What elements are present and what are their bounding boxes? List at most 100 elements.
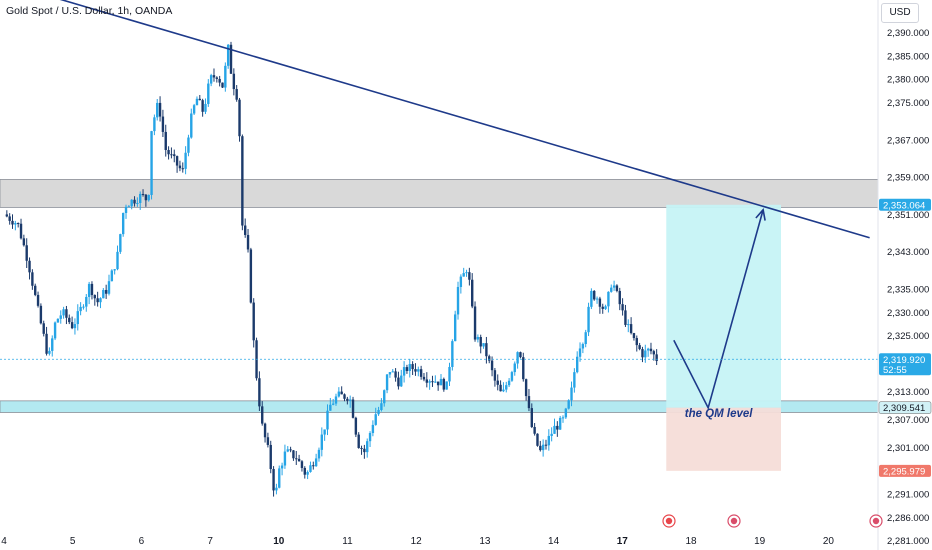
candle-body bbox=[331, 403, 335, 405]
candle bbox=[28, 257, 31, 280]
candle bbox=[479, 334, 482, 354]
candle-body bbox=[286, 449, 289, 452]
candle bbox=[243, 218, 247, 238]
candle-body bbox=[207, 83, 210, 104]
y-tick-label: 2,281.000 bbox=[887, 536, 929, 547]
projection-arrowhead bbox=[755, 207, 766, 221]
candle-body bbox=[573, 372, 576, 388]
x-tick-label: 6 bbox=[139, 536, 145, 547]
candle bbox=[241, 134, 244, 231]
us-flag-event-icon-2[interactable] bbox=[869, 514, 883, 528]
candle-body bbox=[388, 372, 392, 375]
candle-body bbox=[190, 113, 193, 138]
candle bbox=[567, 399, 570, 410]
candle bbox=[76, 304, 79, 331]
candle-body bbox=[402, 367, 406, 376]
candle-body bbox=[300, 461, 304, 468]
candle bbox=[36, 291, 40, 308]
candle-body bbox=[436, 381, 440, 386]
candle bbox=[618, 287, 621, 311]
candle-body bbox=[153, 117, 156, 132]
lightning-event-icon-dot bbox=[665, 517, 673, 525]
candle-body bbox=[541, 444, 545, 451]
candle bbox=[201, 98, 204, 117]
us-flag-event-icon-2-dot bbox=[872, 517, 880, 525]
candle bbox=[96, 291, 99, 307]
candle bbox=[391, 368, 394, 373]
candle bbox=[99, 297, 102, 309]
candle bbox=[221, 82, 224, 89]
candle-body bbox=[601, 306, 604, 309]
candle bbox=[578, 342, 582, 362]
candle-body bbox=[90, 283, 94, 296]
candle bbox=[493, 367, 497, 387]
currency-button[interactable]: USD bbox=[881, 3, 919, 23]
candle-body bbox=[337, 391, 341, 397]
candle-body bbox=[241, 136, 244, 226]
candle-body bbox=[110, 270, 114, 282]
candle bbox=[133, 196, 136, 207]
candle bbox=[425, 372, 429, 388]
candle bbox=[649, 342, 653, 355]
candle-body bbox=[465, 272, 468, 274]
candle bbox=[272, 466, 275, 497]
trendline[interactable] bbox=[0, 0, 870, 239]
candle bbox=[278, 465, 281, 489]
stop-price-tag-text: 2,295.979 bbox=[883, 466, 925, 477]
candle bbox=[42, 320, 45, 337]
candle-body bbox=[280, 465, 284, 469]
candle bbox=[419, 365, 423, 380]
candle-body bbox=[249, 249, 253, 303]
candle bbox=[612, 280, 616, 291]
candle-body bbox=[113, 269, 116, 271]
y-tick-label: 2,307.000 bbox=[887, 415, 929, 426]
projection-path[interactable] bbox=[673, 209, 764, 411]
candle bbox=[127, 205, 131, 208]
candle-body bbox=[610, 287, 613, 292]
candle bbox=[34, 283, 37, 297]
candle-body bbox=[312, 465, 315, 467]
candle-body bbox=[456, 286, 460, 315]
candle bbox=[573, 368, 576, 393]
candle bbox=[610, 284, 613, 293]
candle bbox=[357, 432, 360, 449]
candle-body bbox=[442, 378, 446, 390]
candle-body bbox=[448, 366, 451, 382]
candle-body bbox=[164, 131, 167, 150]
candle-body bbox=[133, 199, 136, 204]
candle bbox=[652, 349, 656, 361]
candle-body bbox=[632, 333, 636, 339]
candle-body bbox=[618, 290, 621, 305]
price-axis[interactable] bbox=[878, 0, 932, 550]
candle-body bbox=[419, 369, 423, 377]
candle-body bbox=[598, 298, 602, 307]
candle bbox=[229, 41, 233, 74]
candle bbox=[397, 371, 400, 390]
candle-body bbox=[524, 379, 528, 397]
candle bbox=[25, 238, 28, 268]
candle-body bbox=[19, 223, 23, 239]
candle-body bbox=[263, 423, 267, 438]
candle bbox=[343, 393, 346, 402]
candle-body bbox=[16, 223, 20, 225]
candle-body bbox=[8, 216, 11, 221]
us-flag-event-icon[interactable] bbox=[727, 514, 741, 528]
candle-body bbox=[175, 156, 179, 166]
candle-body bbox=[422, 376, 426, 380]
candle-body bbox=[5, 214, 9, 217]
candle-body bbox=[36, 294, 40, 306]
candle bbox=[368, 431, 372, 447]
candle bbox=[175, 155, 179, 173]
lightning-event-icon[interactable] bbox=[662, 514, 676, 528]
candle bbox=[644, 344, 647, 363]
candle bbox=[519, 351, 522, 359]
candle-body bbox=[462, 273, 465, 277]
candle bbox=[82, 304, 85, 310]
candle bbox=[167, 146, 170, 160]
candle bbox=[144, 194, 148, 207]
candle-body bbox=[218, 78, 221, 83]
candle-body bbox=[235, 89, 238, 100]
candle-body bbox=[297, 458, 301, 462]
candle bbox=[161, 109, 165, 137]
